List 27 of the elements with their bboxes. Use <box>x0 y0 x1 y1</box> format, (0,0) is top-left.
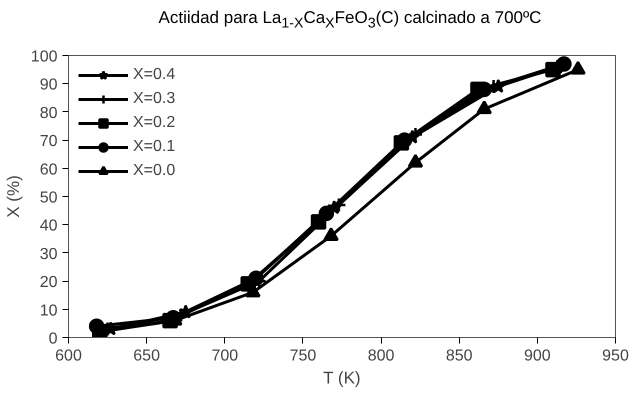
legend-label: X=0.4 <box>133 66 176 84</box>
x-tick-label: 700 <box>211 348 238 364</box>
x-tick-label: 950 <box>602 348 629 364</box>
y-tick-label: 40 <box>40 218 58 235</box>
x-tick-label: 800 <box>368 348 395 364</box>
x-tick-label: 650 <box>133 348 160 364</box>
legend-label: X=0.3 <box>133 90 176 108</box>
y-tick-label: 60 <box>40 161 58 178</box>
x-tick-label: 850 <box>446 348 473 364</box>
y-tick-label: 90 <box>40 76 58 94</box>
legend-label: X=0.1 <box>133 138 176 156</box>
legend-label: X=0.2 <box>133 114 176 132</box>
y-axis-title: X (%) <box>4 175 23 218</box>
y-tick-label: 100 <box>30 48 58 66</box>
y-tick-label: 0 <box>48 330 58 348</box>
y-tick-label: 10 <box>40 302 58 320</box>
y-tick-label: 30 <box>40 246 58 263</box>
legend-label: X=0.0 <box>133 162 176 180</box>
x-axis-title: T (K) <box>323 368 361 388</box>
x-tick-label: 900 <box>524 348 551 364</box>
y-tick-label: 80 <box>40 104 58 122</box>
x-tick-label: 600 <box>55 348 82 364</box>
x-tick-label: 750 <box>290 348 316 364</box>
y-tick-label: 20 <box>40 274 58 292</box>
y-tick-label: 50 <box>40 190 58 206</box>
chart-title: Actiidad para La$_{1-X}$Ca$_{X}$FeO$_{3}$(C) calcinado a 700ºC <box>158 7 542 34</box>
y-tick-label: 70 <box>40 133 58 150</box>
